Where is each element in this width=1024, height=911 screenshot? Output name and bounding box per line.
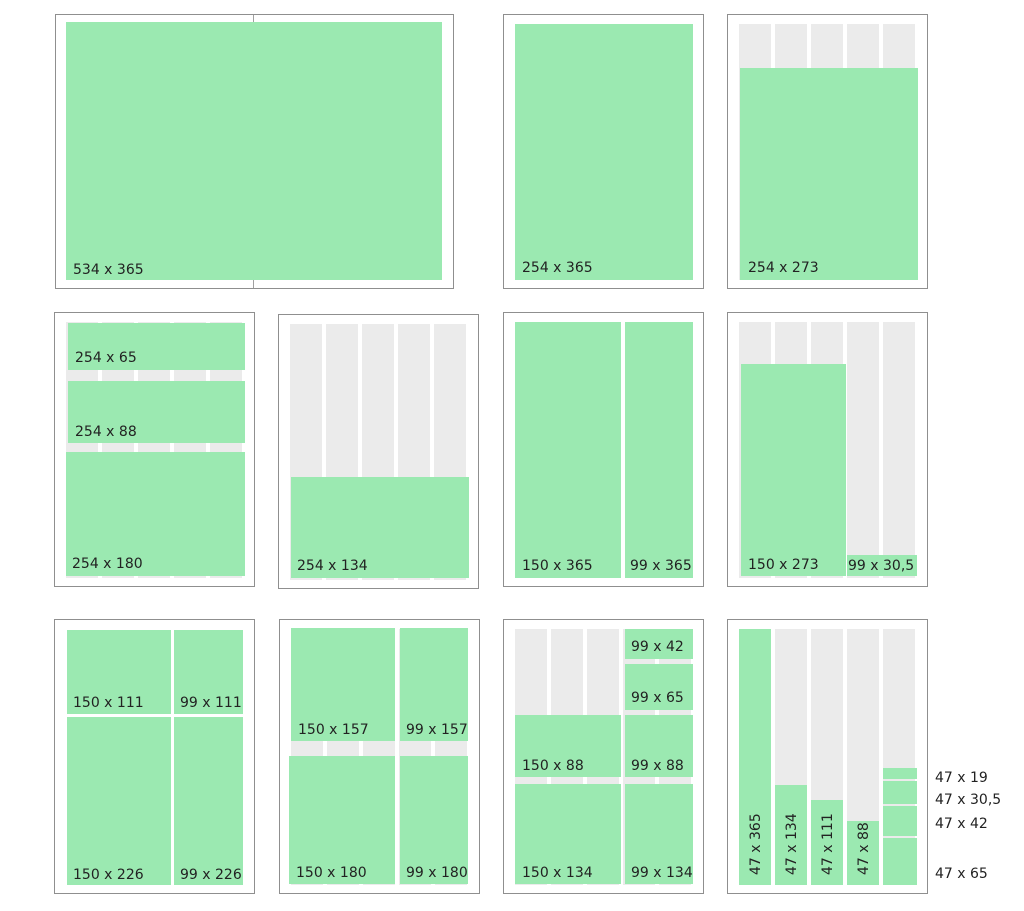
ad-size-label: 150 x 226	[73, 867, 144, 883]
ad-size-label: 99 x 30,5	[848, 558, 915, 574]
ad-size-label: 150 x 157	[298, 722, 369, 738]
ad-size-label: 99 x 180	[406, 865, 468, 881]
layout-panel-254x134: 254 x 134	[278, 314, 479, 589]
layout-panel-grid-157-180: 150 x 157 99 x 157 150 x 180 99 x 180	[279, 619, 480, 894]
ad-size-label: 254 x 365	[522, 260, 593, 276]
layout-panel-254x365: 254 x 365	[503, 14, 704, 289]
ad-block	[515, 784, 621, 884]
ad-size-label: 150 x 134	[522, 865, 593, 881]
ad-block	[289, 756, 395, 884]
layout-panel-grid-111-226: 150 x 111 99 x 111 150 x 226 99 x 226	[54, 619, 255, 894]
ad-block	[741, 364, 846, 576]
ad-size-label: 47 x 19	[935, 770, 988, 786]
ad-block	[400, 628, 468, 741]
ad-size-label: 534 x 365	[73, 262, 144, 278]
ad-size-label: 99 x 111	[180, 695, 242, 711]
ad-block	[515, 715, 621, 777]
ad-size-label: 47 x 65	[935, 866, 988, 882]
ad-size-label: 99 x 42	[631, 639, 684, 655]
ad-block	[291, 628, 395, 741]
ad-block	[66, 452, 245, 576]
ad-block	[67, 717, 171, 885]
ad-block	[291, 477, 469, 578]
ad-size-label: 254 x 273	[748, 260, 819, 276]
ad-block	[625, 629, 693, 659]
ad-block	[811, 800, 843, 885]
ad-block	[174, 630, 243, 714]
ad-size-label: 99 x 157	[406, 722, 468, 738]
ad-block	[847, 821, 879, 885]
ad-block	[67, 630, 171, 714]
ad-size-label: 47 x 30,5	[935, 792, 1002, 808]
layout-panel-single-columns: 47 x 365 47 x 134 47 x 111 47 x 88	[727, 619, 928, 894]
ad-block	[883, 806, 917, 836]
ad-block	[625, 784, 693, 884]
ad-size-label: 150 x 365	[522, 558, 593, 574]
ad-block	[883, 781, 917, 804]
ad-block	[515, 24, 693, 280]
ad-size-label: 99 x 88	[631, 758, 684, 774]
ad-size-label: 47 x 111	[820, 813, 836, 875]
ad-size-label: 254 x 65	[75, 350, 137, 366]
ad-block	[740, 68, 918, 280]
layout-panel-stacked-254: 254 x 65 254 x 88 254 x 180	[54, 312, 255, 587]
ad-block	[400, 756, 468, 884]
ad-block	[883, 768, 917, 779]
ad-size-label: 150 x 111	[73, 695, 144, 711]
ad-size-label: 150 x 273	[748, 557, 819, 573]
ad-size-label: 99 x 365	[630, 558, 692, 574]
ad-size-label: 254 x 134	[297, 558, 368, 574]
ad-size-label: 99 x 226	[180, 867, 242, 883]
ad-block	[739, 629, 771, 885]
layout-panel-mixed-small: 99 x 42 99 x 65 150 x 88 99 x 88 150 x 1…	[503, 619, 704, 894]
ad-block	[68, 323, 245, 370]
page-column	[847, 322, 879, 578]
ad-size-label: 150 x 180	[296, 865, 367, 881]
ad-size-label: 47 x 88	[856, 822, 872, 875]
ad-size-label: 47 x 134	[784, 813, 800, 875]
ad-size-label: 150 x 88	[522, 758, 584, 774]
ad-size-label: 47 x 365	[748, 813, 764, 875]
layout-panel-150x273: 150 x 273 99 x 30,5	[727, 312, 928, 587]
ad-size-label: 254 x 180	[72, 556, 143, 572]
layout-panel-two-column-365: 150 x 365 99 x 365	[503, 312, 704, 587]
page-column	[883, 322, 915, 578]
ad-block	[515, 322, 621, 578]
ad-size-label: 99 x 134	[631, 865, 693, 881]
ad-block	[174, 717, 243, 885]
ad-block	[847, 555, 917, 576]
ad-block	[68, 381, 245, 443]
ad-size-label: 99 x 65	[631, 690, 684, 706]
layout-panel-254x273: 254 x 273	[727, 14, 928, 289]
ad-block	[625, 715, 693, 777]
ad-block	[66, 22, 442, 280]
ad-block	[625, 664, 693, 710]
ad-block	[625, 322, 693, 578]
ad-size-label: 47 x 42	[935, 816, 988, 832]
layout-panel-534x365: 534 x 365	[55, 14, 454, 289]
ad-size-label: 254 x 88	[75, 424, 137, 440]
ad-block	[883, 838, 917, 885]
ad-block	[775, 785, 807, 885]
